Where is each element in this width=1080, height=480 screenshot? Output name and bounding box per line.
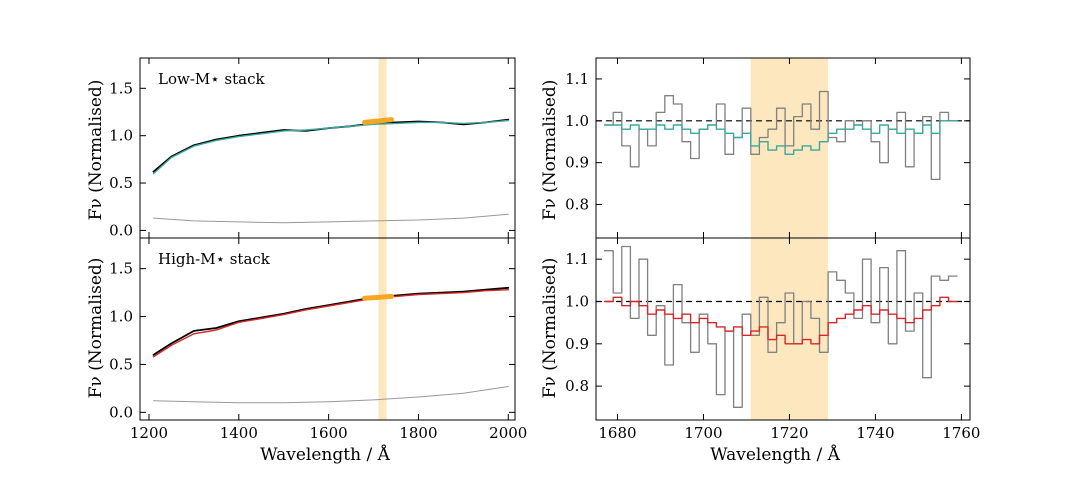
left-top-stack-label: Low-M⋆ stack (158, 70, 265, 88)
left-bottom-y-tick-label: 1.0 (109, 308, 133, 326)
left-top-panel: 0.0 0.5 1.0 1.5 Low-M⋆ stack (109, 57, 516, 239)
left-bottom-x-tick-label: 2000 (489, 424, 527, 442)
right-bottom-model-fit-line (603, 296, 958, 345)
left-bottom-highlight-fit-line (362, 293, 394, 301)
left-bottom-observed-stack-line (152, 286, 510, 356)
right-top-model-fit-line (603, 120, 958, 155)
left-top-y-tick-label: 0.5 (109, 174, 133, 192)
right-x-axis-label: Wavelength / Å (710, 444, 840, 465)
right-bottom-y-tick-label: 0.8 (565, 377, 589, 395)
left-bottom-stack-label: High-M⋆ stack (158, 250, 271, 268)
left-top-shaded-band (378, 58, 387, 238)
right-top-shaded-band (750, 58, 829, 238)
left-bottom-uncertainty-line (153, 386, 509, 404)
right-bottom-x-tick-label: 1700 (684, 424, 722, 442)
right-top-y-tick-label: 0.9 (565, 154, 589, 172)
right-top-y-tick-label: 1.1 (565, 70, 589, 88)
right-top-y-tick-label: 1.0 (565, 112, 589, 130)
right-bottom-normalised-stack-line (603, 245, 958, 408)
left-bottom-frame (139, 237, 516, 421)
right-top-panel: 0.8 0.9 1.0 1.1 (565, 57, 971, 239)
right-bottom-x-tick-label: 1720 (770, 424, 808, 442)
right-top-normalised-stack-line (603, 90, 958, 181)
right-bottom-shaded-band (750, 238, 829, 420)
right-top-y-axis-label: Fν (Normalised) (540, 80, 560, 221)
left-bottom-y-axis-label: Fν (Normalised) (86, 258, 106, 399)
left-x-axis-label: Wavelength / Å (260, 444, 390, 465)
right-bottom-panel: 1680 1700 1720 1740 1760 0.8 0.9 1.0 1.1 (565, 237, 980, 442)
right-bottom-y-tick-label: 1.1 (565, 250, 589, 268)
left-bottom-panel: 1200 1400 1600 1800 2000 0.0 0.5 1.0 1.5 High-M⋆ … (109, 237, 527, 442)
left-bottom-shaded-band (378, 238, 387, 420)
left-top-model-fit-line (152, 119, 509, 175)
left-bottom-y-tick-label: 1.5 (109, 260, 133, 278)
right-bottom-y-tick-label: 1.0 (565, 292, 589, 310)
left-top-y-tick-label: 1.5 (109, 79, 133, 97)
right-top-y-tick-label: 0.8 (565, 196, 589, 214)
right-bottom-x-tick-label: 1680 (598, 424, 636, 442)
right-bottom-frame (595, 237, 971, 421)
right-bottom-x-tick-label: 1740 (856, 424, 894, 442)
left-top-uncertainty-line (153, 213, 509, 224)
left-bottom-x-tick-label: 1800 (399, 424, 437, 442)
left-bottom-x-tick-label: 1400 (220, 424, 258, 442)
left-top-highlight-fit-line (362, 117, 394, 125)
right-bottom-y-axis-label: Fν (Normalised) (540, 258, 560, 399)
right-bottom-y-tick-label: 0.9 (565, 335, 589, 353)
left-bottom-model-fit-line (152, 289, 509, 358)
right-bottom-x-tick-label: 1760 (942, 424, 980, 442)
left-top-y-tick-label: 0.0 (109, 221, 133, 239)
left-bottom-x-tick-label: 1600 (310, 424, 348, 442)
left-bottom-y-tick-label: 0.0 (109, 403, 133, 421)
left-top-y-tick-label: 1.0 (109, 127, 133, 145)
left-bottom-y-tick-label: 0.5 (109, 355, 133, 373)
left-bottom-x-tick-label: 1200 (130, 424, 168, 442)
left-top-y-axis-label: Fν (Normalised) (86, 80, 106, 221)
